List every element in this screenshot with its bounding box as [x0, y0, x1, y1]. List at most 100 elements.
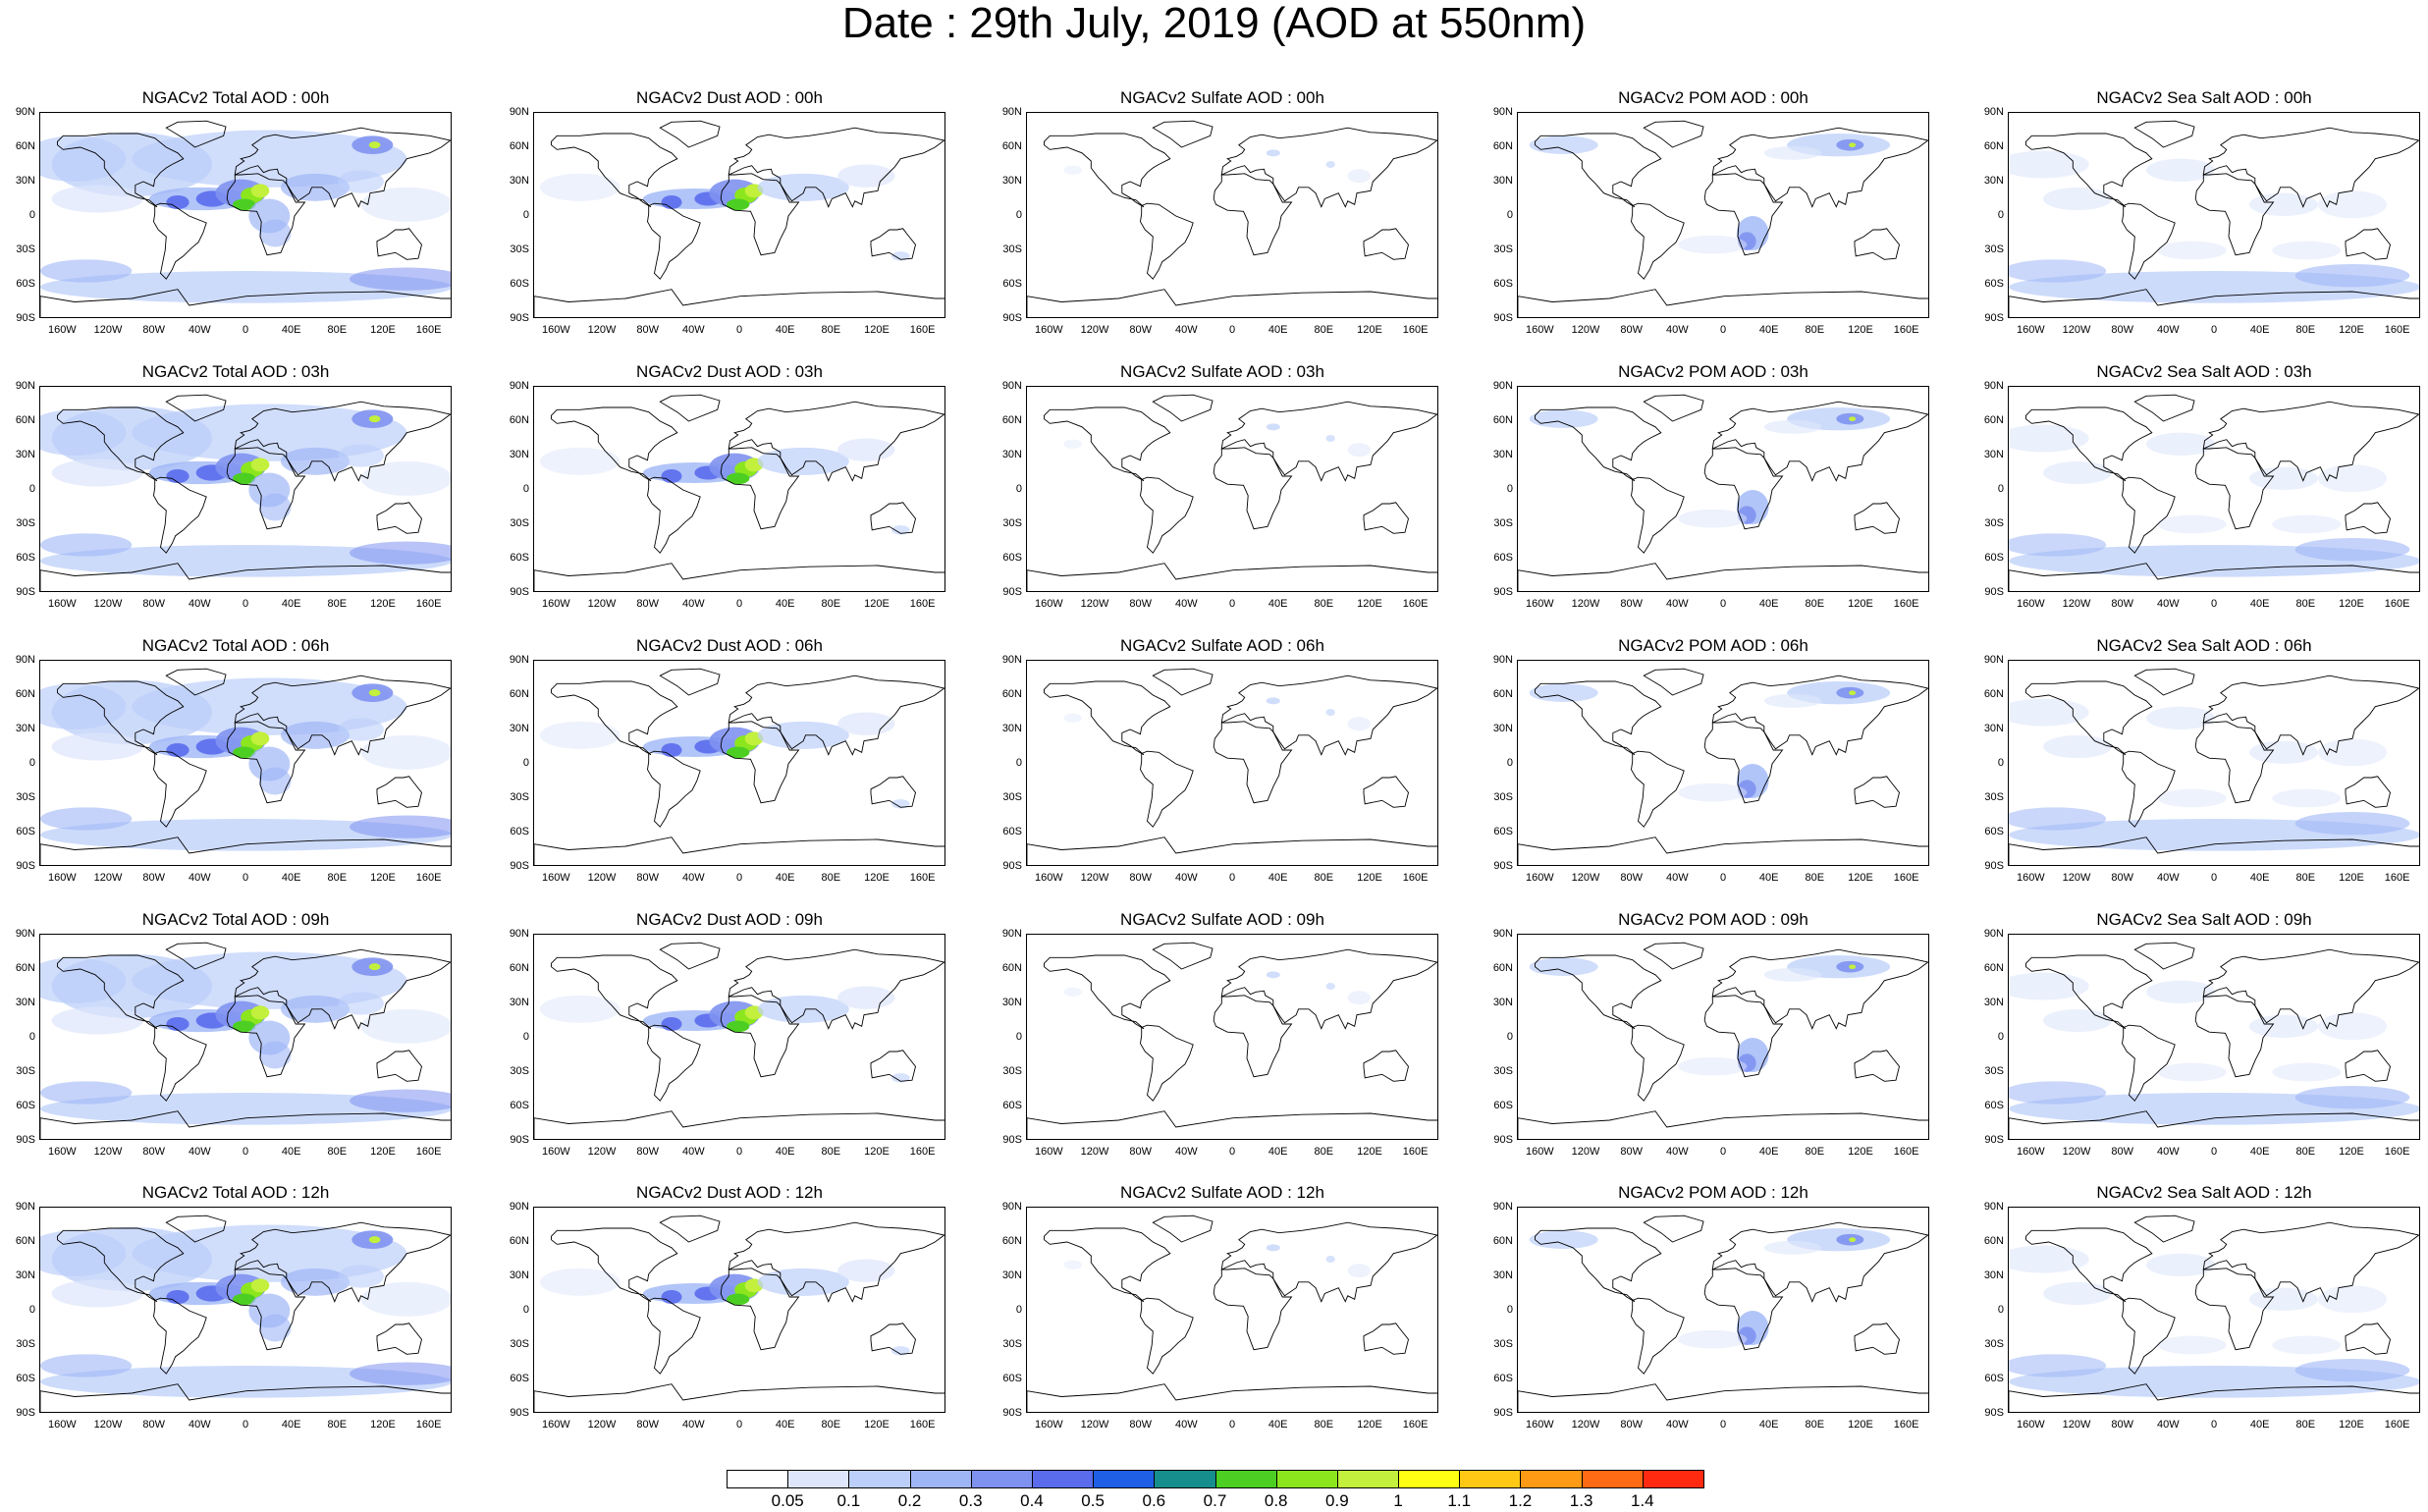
coastline: [2133, 394, 2195, 422]
coastline: [234, 675, 451, 756]
lat-label: 60N: [1001, 140, 1022, 152]
lon-label: 160W: [1034, 598, 1063, 610]
lon-label: 160W: [1034, 872, 1063, 884]
lon-label: 80W: [1129, 1146, 1152, 1158]
colorbar-swatch: [1581, 1470, 1644, 1488]
coastline: [1140, 1297, 1194, 1375]
lat-label: 60S: [1493, 1373, 1513, 1384]
coastline: [2202, 127, 2419, 208]
lon-label: 80E: [821, 1146, 841, 1158]
map-plot: [2009, 1215, 2419, 1412]
lon-label: 120W: [93, 1146, 123, 1158]
lat-label: 60S: [16, 1100, 35, 1111]
lon-label: 160E: [1402, 872, 1429, 884]
lat-label: 30S: [1002, 791, 1022, 803]
coastline: [2025, 133, 2153, 208]
lon-label: 160W: [47, 1146, 77, 1158]
aod-blob: [2009, 259, 2107, 283]
coastline: [153, 202, 207, 280]
coastline: [234, 401, 451, 482]
aod-field: [1529, 1228, 1891, 1349]
lon-label: 40E: [775, 1419, 795, 1431]
aod-blob: [1063, 713, 1082, 723]
lat-label: 60S: [1984, 1100, 2004, 1111]
coastline: [1213, 1268, 1293, 1351]
aod-blob: [40, 1230, 127, 1276]
lat-label: 90S: [510, 586, 529, 598]
coastline: [1027, 289, 1437, 317]
map-frame: [1026, 386, 1438, 592]
aod-field: [2009, 698, 2419, 851]
coastline: [534, 289, 944, 317]
lat-label: 30N: [1492, 449, 1513, 460]
lat-label: 90N: [15, 1201, 35, 1213]
lat-label: 30S: [510, 1338, 529, 1350]
lat-label: 30N: [509, 997, 529, 1008]
lon-label: 80W: [2111, 598, 2133, 610]
lon-label: 80W: [1129, 1419, 1152, 1431]
aod-field: [2009, 150, 2419, 303]
lon-label: 160E: [415, 598, 442, 610]
colorbar-swatch: [727, 1470, 789, 1488]
lat-label: 60S: [1002, 826, 1022, 837]
coastline: [376, 1323, 422, 1355]
aod-blob: [2249, 1014, 2318, 1038]
coastline: [1703, 721, 1784, 804]
lon-label: 40W: [2157, 598, 2180, 610]
lon-label: 80E: [1805, 598, 1825, 610]
lon-label: 160W: [541, 1419, 570, 1431]
lon-label: 40E: [775, 598, 795, 610]
aod-blob: [166, 195, 189, 209]
aod-blob: [1063, 165, 1082, 175]
lon-label: 80W: [142, 872, 165, 884]
lon-label: 40W: [1175, 872, 1198, 884]
lat-label: 0: [28, 1304, 35, 1316]
aod-blob: [338, 718, 384, 741]
lon-label: 40E: [2249, 324, 2270, 336]
coastline: [234, 948, 451, 1030]
aod-blob: [338, 1265, 384, 1288]
lon-label: 120W: [93, 598, 123, 610]
aod-blob: [132, 677, 407, 735]
aod-blob: [360, 460, 451, 496]
lat-label: 0: [1506, 483, 1513, 495]
aod-blob: [1266, 697, 1280, 705]
panel-title: NGACv2 Dust AOD : 06h: [636, 636, 823, 655]
map-panel-total-3: NGACv2 Total AOD : 09h 90N 60N 30N 0 30S 60S 90…: [0, 910, 452, 1177]
aod-blob: [40, 545, 451, 577]
aod-blob: [1678, 1056, 1748, 1076]
panel-title: NGACv2 Sea Salt AOD : 06h: [2096, 636, 2312, 655]
aod-blob: [258, 1314, 292, 1342]
lat-label: 30S: [16, 243, 35, 255]
coastline: [1643, 668, 1704, 696]
colorbar-swatch: [1275, 1470, 1338, 1488]
aod-blob: [2318, 738, 2387, 767]
coastline: [1027, 563, 1437, 591]
lat-label: 60S: [1002, 1100, 1022, 1111]
aod-blob: [2272, 1062, 2342, 1082]
lat-label: 60S: [1002, 1373, 1022, 1384]
lat-label: 0: [1015, 209, 1022, 221]
coastline: [1631, 750, 1685, 828]
aod-blob: [1325, 161, 1335, 168]
aod-field: [1529, 134, 1891, 254]
aod-field: [539, 712, 910, 809]
colorbar-swatch: [1031, 1470, 1095, 1488]
lat-label: 30S: [1984, 1065, 2004, 1077]
coastline: [2122, 1297, 2176, 1375]
aod-field: [539, 1259, 910, 1356]
lat-label: 30S: [1002, 1338, 1022, 1350]
lon-label: 80W: [142, 1146, 165, 1158]
lon-label: 160W: [1034, 1419, 1063, 1431]
aod-blob: [1063, 439, 1082, 449]
lon-label: 160W: [47, 324, 77, 336]
lon-label: 40E: [281, 598, 301, 610]
lon-label: 160E: [2384, 324, 2410, 336]
aod-blob: [2249, 466, 2318, 490]
lat-label: 90S: [16, 1407, 35, 1419]
aod-blob: [338, 444, 384, 467]
aod-blob: [1529, 1230, 1598, 1249]
map-plot: [2009, 942, 2419, 1139]
lat-label: 60N: [15, 688, 35, 700]
lat-label: 60S: [1984, 1373, 2004, 1384]
